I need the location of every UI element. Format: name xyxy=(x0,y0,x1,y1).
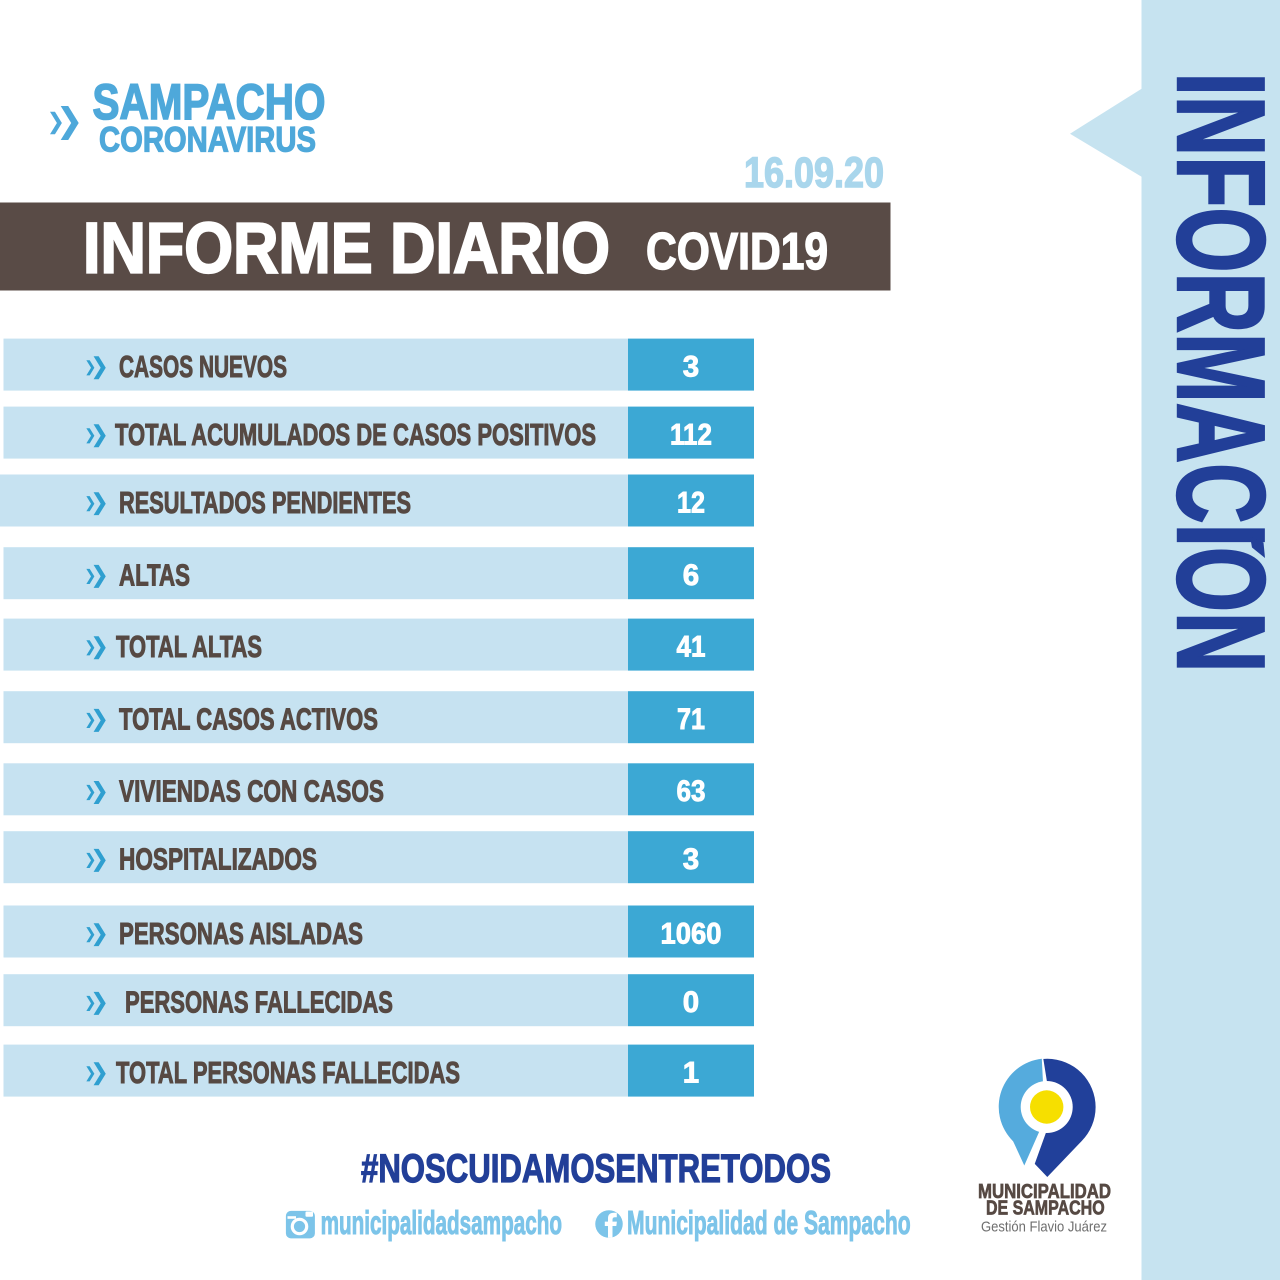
svg-text:TOTAL ALTAS: TOTAL ALTAS xyxy=(116,629,262,664)
svg-text:112: 112 xyxy=(670,418,712,451)
svg-text:16.09.20: 16.09.20 xyxy=(744,150,884,197)
svg-text:CORONAVIRUS: CORONAVIRUS xyxy=(99,121,316,160)
svg-text:DE SAMPACHO: DE SAMPACHO xyxy=(986,1197,1105,1220)
svg-text:CASOS NUEVOS: CASOS NUEVOS xyxy=(119,349,287,384)
svg-text:Municipalidad de Sampacho: Municipalidad de Sampacho xyxy=(627,1205,911,1242)
svg-text:TOTAL CASOS ACTIVOS: TOTAL CASOS ACTIVOS xyxy=(119,702,378,737)
svg-text:1: 1 xyxy=(683,1056,699,1089)
svg-text:RESULTADOS PENDIENTES: RESULTADOS PENDIENTES xyxy=(119,485,411,520)
svg-text:INFORMACION: INFORMACION xyxy=(1151,73,1280,673)
svg-text:1060: 1060 xyxy=(661,917,722,950)
svg-text:TOTAL PERSONAS FALLECIDAS: TOTAL PERSONAS FALLECIDAS xyxy=(116,1055,460,1090)
svg-text:41: 41 xyxy=(677,630,706,663)
svg-text:INFORME DIARIO: INFORME DIARIO xyxy=(83,209,610,289)
svg-text:12: 12 xyxy=(677,486,705,519)
svg-text:6: 6 xyxy=(683,559,699,592)
svg-text:PERSONAS FALLECIDAS: PERSONAS FALLECIDAS xyxy=(125,985,393,1020)
svg-text:3: 3 xyxy=(683,843,699,876)
svg-text:COVID19: COVID19 xyxy=(646,223,828,281)
svg-text:SAMPACHO: SAMPACHO xyxy=(93,74,326,130)
svg-text:3: 3 xyxy=(683,350,699,383)
svg-text:HOSPITALIZADOS: HOSPITALIZADOS xyxy=(119,842,317,877)
svg-text:#NOSCUIDAMOSENTRETODOS: #NOSCUIDAMOSENTRETODOS xyxy=(361,1147,831,1191)
svg-text:MUNICIPALIDAD: MUNICIPALIDAD xyxy=(978,1180,1111,1203)
svg-text:Gestión Flavio Juárez: Gestión Flavio Juárez xyxy=(981,1218,1107,1235)
svg-text:ALTAS: ALTAS xyxy=(119,558,190,593)
svg-text:0: 0 xyxy=(683,986,699,1019)
svg-text:VIVIENDAS CON CASOS: VIVIENDAS CON CASOS xyxy=(119,774,384,809)
svg-text:TOTAL ACUMULADOS DE CASOS POSI: TOTAL ACUMULADOS DE CASOS POSITIVOS xyxy=(115,417,596,452)
svg-text:municipalidadsampacho: municipalidadsampacho xyxy=(321,1205,562,1242)
svg-text:71: 71 xyxy=(677,703,705,736)
svg-text:PERSONAS AISLADAS: PERSONAS AISLADAS xyxy=(119,916,363,951)
svg-text:63: 63 xyxy=(677,775,706,808)
